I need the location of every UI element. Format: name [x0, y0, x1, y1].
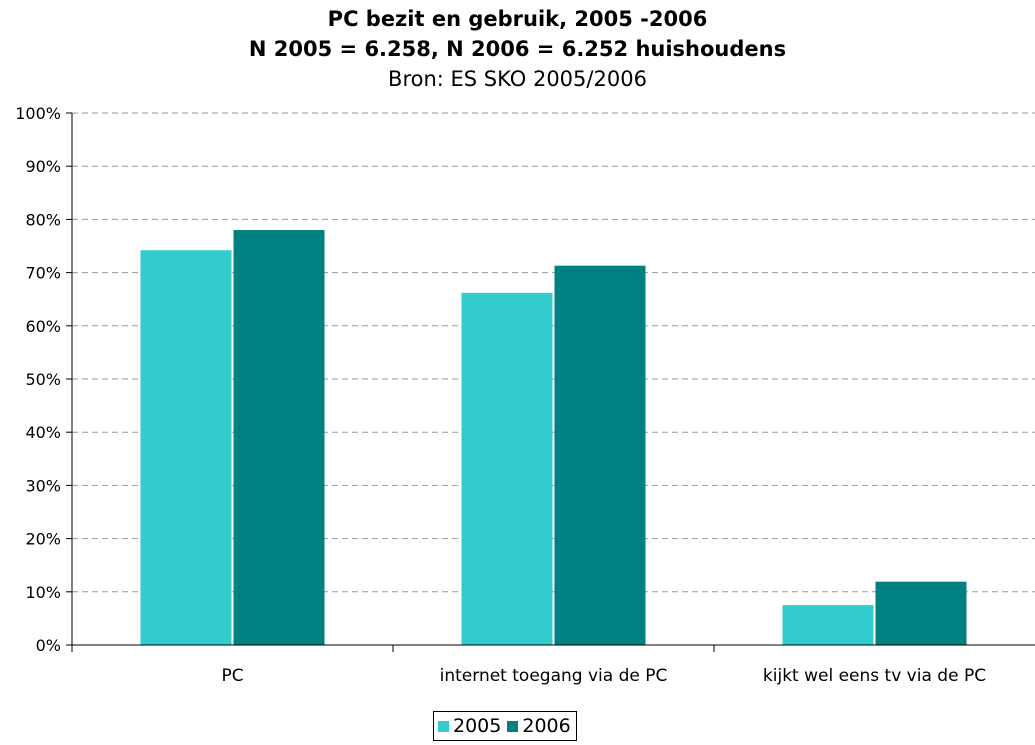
- gridlines: [72, 112, 1035, 593]
- legend-swatch-2006: [507, 720, 519, 732]
- legend-swatch-2005: [438, 720, 449, 732]
- bar-2005: [461, 292, 553, 645]
- bar-2006: [875, 581, 967, 645]
- x-category-labels: PC internet toegang via de PC kijkt wel ee…: [221, 666, 986, 686]
- legend-item-2006: 2006: [507, 715, 571, 737]
- chart-title: PC bezit en gebruik, 2005 -2006: [327, 7, 708, 31]
- y-tick-label: 70%: [25, 264, 61, 283]
- chart-subtitle: Bron: ES SKO 2005/2006: [388, 67, 647, 91]
- y-tick-label: 20%: [25, 530, 61, 549]
- legend-item-2005: 2005: [438, 715, 501, 737]
- x-category-label: internet toegang via de PC: [440, 666, 668, 686]
- axes: [66, 112, 1035, 652]
- bar-2006: [233, 230, 325, 646]
- y-tick-labels: 0% 10% 20% 30% 40% 50% 60% 70% 80% 90% 100%: [15, 104, 61, 655]
- y-tick-label: 90%: [25, 157, 61, 176]
- bar-2006: [554, 265, 646, 645]
- y-tick-label: 40%: [25, 423, 61, 442]
- y-tick-label: 30%: [25, 476, 61, 495]
- x-category-label: kijkt wel eens tv via de PC: [763, 666, 986, 686]
- bar-2005: [782, 605, 874, 645]
- y-tick-label: 80%: [25, 210, 61, 229]
- legend-label-2006: 2006: [522, 715, 571, 737]
- y-tick-label: 100%: [15, 104, 61, 123]
- x-category-label: PC: [221, 666, 243, 686]
- legend: 2005 2006: [433, 711, 577, 741]
- chart-title-line2: N 2005 = 6.258, N 2006 = 6.252 huishoude…: [248, 37, 787, 61]
- bar-2005: [140, 250, 232, 646]
- chart-title-block: PC bezit en gebruik, 2005 -2006 N 2005 =…: [0, 4, 1035, 94]
- y-tick-label: 10%: [25, 583, 61, 602]
- y-tick-label: 0%: [36, 636, 61, 655]
- legend-label-2005: 2005: [453, 715, 502, 737]
- y-tick-label: 60%: [25, 317, 61, 336]
- y-tick-label: 50%: [25, 370, 61, 389]
- bars: [140, 230, 967, 646]
